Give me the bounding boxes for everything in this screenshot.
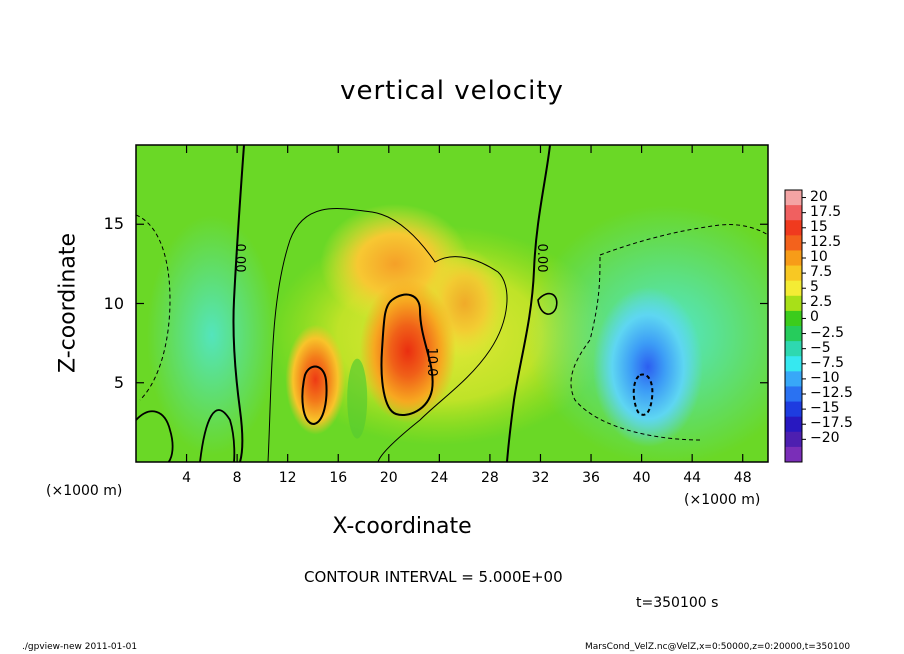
colorbar-tick-label: 10 bbox=[810, 249, 828, 265]
contour-zero-right bbox=[506, 145, 551, 462]
colorbar-swatch bbox=[785, 220, 802, 236]
colorbar-tick-label: −17.5 bbox=[810, 415, 853, 432]
colorbar-swatch bbox=[785, 265, 802, 282]
x-tick-label: 8 bbox=[232, 470, 242, 486]
contour-label: 0.00 bbox=[232, 244, 247, 273]
x-tick-label: 28 bbox=[480, 470, 499, 486]
x-tick-label: 40 bbox=[632, 470, 651, 486]
colorbar-swatch bbox=[785, 235, 802, 251]
x-tick-label: 32 bbox=[531, 470, 550, 486]
colorbar-tick-label: 5 bbox=[810, 279, 819, 296]
contour-interval-label: CONTOUR INTERVAL = 5.000E+00 bbox=[304, 568, 563, 586]
colorbar-tick-label: 17.5 bbox=[810, 203, 842, 220]
contour-5 bbox=[267, 208, 508, 462]
contour-label: 10.0 bbox=[424, 348, 439, 377]
contour-neg10 bbox=[632, 373, 654, 416]
colorbar-swatch bbox=[785, 341, 802, 357]
contour-neg5-right bbox=[570, 224, 768, 441]
contour-zero-lowmid bbox=[199, 409, 236, 462]
contour-10-left bbox=[301, 365, 328, 426]
x-unit-label-left: (×1000 m) bbox=[46, 483, 123, 499]
colorbar-tick-label: 0 bbox=[810, 309, 819, 326]
contour-zero-blob bbox=[537, 292, 558, 315]
x-tick-label: 16 bbox=[329, 470, 348, 486]
colorbar-swatch bbox=[785, 310, 802, 327]
colorbar-tick-label: −7.5 bbox=[810, 354, 844, 371]
colorbar-tick-label: −2.5 bbox=[810, 324, 844, 341]
contour-10-main bbox=[380, 293, 434, 416]
colorbar-tick-label: 2.5 bbox=[810, 294, 833, 311]
x-axis-label: X-coordinate bbox=[332, 514, 472, 539]
colorbar-tick-label: 20 bbox=[810, 188, 828, 205]
footer-command: ./gpview-new 2011-01-01 bbox=[22, 642, 138, 652]
x-tick-label: 20 bbox=[379, 470, 398, 486]
contour-zero-lowleft bbox=[136, 410, 174, 462]
contour-label: 0.00 bbox=[534, 244, 549, 273]
colorbar-tick-label: −10 bbox=[810, 369, 840, 386]
y-tick-label: 15 bbox=[103, 214, 124, 234]
x-tick-label: 12 bbox=[278, 470, 297, 486]
updraft-core-left bbox=[285, 324, 346, 435]
colorbar-tick-label: 12.5 bbox=[810, 233, 842, 250]
x-tick-label: 24 bbox=[430, 470, 449, 486]
colorbar-swatch bbox=[785, 295, 802, 312]
colorbar-swatch bbox=[785, 190, 802, 206]
colorbar-swatch bbox=[785, 205, 802, 221]
colorbar-frame bbox=[784, 189, 803, 463]
x-tick-label: 36 bbox=[582, 470, 600, 486]
colorbar-tick-label: −20 bbox=[810, 430, 840, 447]
field-gap-channel bbox=[347, 358, 368, 439]
colorbar-swatch bbox=[785, 401, 802, 418]
updraft-core-main bbox=[359, 279, 456, 424]
contour-neg5-left bbox=[136, 214, 171, 401]
y-axis-label: Z-coordinate bbox=[55, 233, 81, 373]
contour-zero-left bbox=[232, 145, 245, 462]
chart-title: vertical velocity bbox=[340, 76, 564, 106]
x-tick-label: 48 bbox=[733, 470, 752, 486]
colorbar-tick-label: −12.5 bbox=[810, 385, 853, 401]
footer-data-source: MarsCond_VelZ.nc@VelZ,x=0:50000,z=0:2000… bbox=[585, 642, 851, 652]
colorbar-swatch bbox=[785, 446, 802, 463]
colorbar-swatch bbox=[785, 280, 802, 297]
colorbar-tick-label: −5 bbox=[810, 339, 831, 356]
x-tick-label: 4 bbox=[182, 470, 192, 486]
colorbar-swatch bbox=[785, 250, 802, 267]
x-unit-label-right: (×1000 m) bbox=[684, 492, 761, 508]
colorbar-tick-label: 7.5 bbox=[810, 264, 833, 281]
y-tick-label: 10 bbox=[103, 293, 124, 313]
colorbar-swatch bbox=[785, 326, 802, 342]
colorbar-tick-label: 15 bbox=[810, 218, 828, 235]
x-tick-label: 44 bbox=[683, 470, 702, 486]
colorbar-swatch bbox=[785, 416, 802, 433]
downdraft-core bbox=[592, 286, 703, 447]
field-cool-region-left bbox=[146, 215, 277, 456]
time-label: t=350100 s bbox=[636, 595, 719, 611]
colorbar-swatch bbox=[785, 356, 802, 372]
colorbar-tick-label: −15 bbox=[810, 400, 840, 417]
colorbar-swatch bbox=[785, 431, 802, 448]
y-tick-label: 5 bbox=[113, 372, 124, 392]
colorbar-swatch bbox=[785, 371, 802, 387]
colorbar-swatch bbox=[785, 386, 802, 403]
